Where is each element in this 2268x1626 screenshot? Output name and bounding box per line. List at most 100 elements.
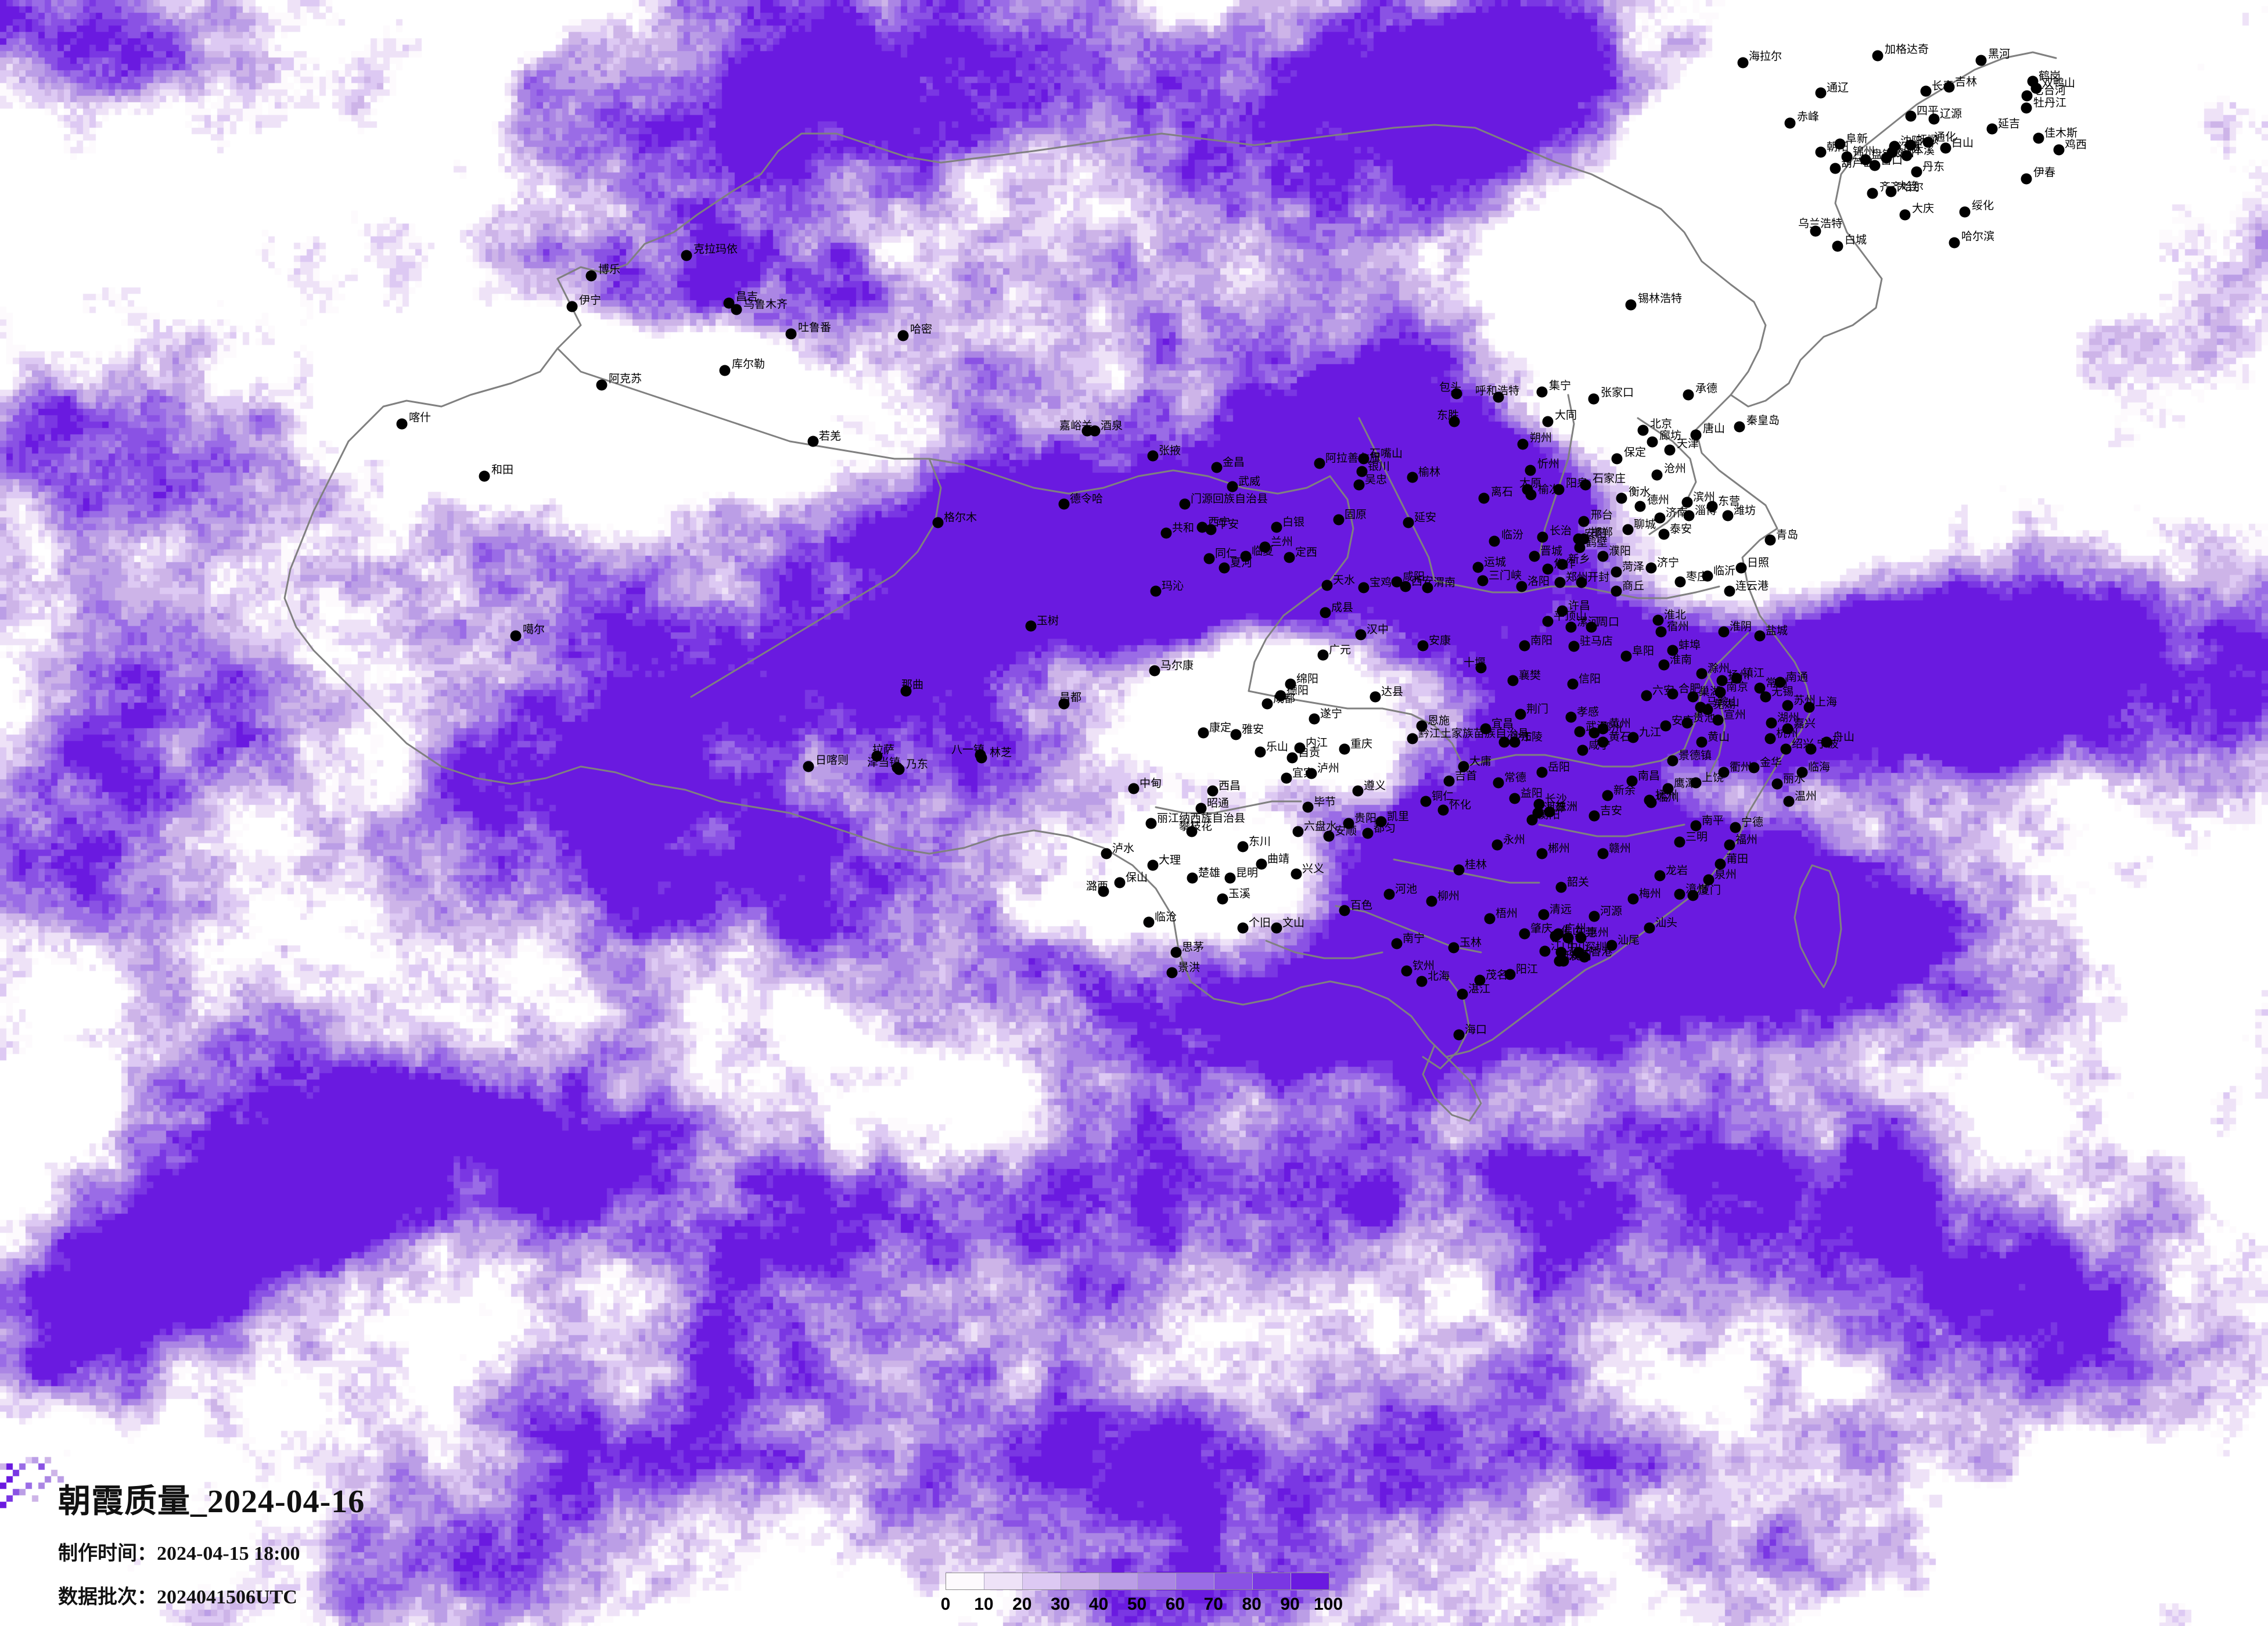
city-dot (1784, 117, 1796, 129)
city-label: 中山 (1567, 941, 1590, 954)
data-batch-value: 2024041506UTC (157, 1587, 297, 1608)
city-dot (1550, 930, 1561, 942)
city-dot (1323, 830, 1335, 842)
city-label: 丹东 (1922, 161, 1945, 173)
city-label: 朔州 (1530, 432, 1552, 444)
colorbar-tick-0: 0 (940, 1595, 951, 1614)
city-dot (1782, 700, 1793, 711)
city-dot (1611, 585, 1622, 597)
colorbar-swatch-60 (1176, 1573, 1214, 1589)
city-dot (1616, 492, 1627, 504)
city-label: 百色 (1350, 900, 1373, 912)
city-dot (1519, 640, 1530, 652)
city-dot (1498, 736, 1510, 748)
city-dot (1764, 733, 1776, 744)
city-label: 运城 (1484, 556, 1507, 569)
city-label: 泽当镇 (867, 757, 901, 769)
city-dot (1186, 826, 1198, 837)
city-label: 六安 (1652, 685, 1675, 697)
city-label: 昌都 (1059, 692, 1082, 704)
city-label: 湖州 (1777, 712, 1800, 724)
city-dot (566, 301, 578, 312)
colorbar-tick-50: 50 (1127, 1595, 1147, 1614)
city-dot (1489, 535, 1500, 547)
city-label: 昭通 (1207, 797, 1230, 810)
city-dot (1715, 686, 1726, 698)
city-dot (1803, 702, 1815, 713)
city-label: 马鞍山 (1706, 696, 1740, 708)
city-dot (1696, 736, 1708, 748)
city-dot (1706, 501, 1718, 512)
city-dot (1577, 744, 1588, 756)
city-dot (1602, 790, 1613, 801)
city-dot (1651, 469, 1663, 481)
city-label: 遂宁 (1320, 708, 1343, 720)
city-dot (1453, 1029, 1465, 1041)
city-dot (1658, 659, 1670, 671)
city-label: 承德 (1695, 383, 1718, 395)
city-dot (1579, 951, 1590, 963)
city-label: 嘉兴 (1793, 718, 1816, 730)
city-dot (1841, 151, 1853, 163)
city-label: 商丘 (1622, 580, 1645, 592)
city-dot (1734, 421, 1745, 433)
city-dot (1815, 146, 1827, 158)
city-dot (1205, 524, 1217, 535)
city-label: 滨州 (1693, 491, 1716, 503)
city-dot (1565, 621, 1577, 633)
city-label: 保定 (1624, 447, 1647, 459)
city-dot (1317, 649, 1329, 661)
city-dot (1735, 562, 1747, 574)
city-dot (1198, 727, 1209, 739)
city-label: 阜新 (1846, 133, 1868, 145)
city-label: 辽源 (1940, 108, 1963, 120)
city-dot (2033, 132, 2044, 144)
city-label: 乃东 (906, 758, 929, 771)
city-label: 桂林 (1465, 859, 1487, 871)
city-label: 海拉尔 (1749, 51, 1782, 63)
city-label: 廊坊 (1659, 430, 1682, 442)
city-label: 噶尔 (523, 624, 545, 636)
city-dot (1867, 188, 1878, 199)
city-dot (1517, 438, 1529, 450)
city-label: 榆林 (1418, 466, 1441, 479)
city-dot (1179, 498, 1191, 510)
city-dot (1625, 299, 1637, 311)
city-label: 白城 (1845, 234, 1867, 246)
city-dot (1911, 166, 1922, 178)
city-label: 濮阳 (1609, 545, 1631, 557)
city-dot (1237, 841, 1249, 852)
city-label: 益阳 (1521, 787, 1543, 800)
city-label: 金昌 (1223, 456, 1245, 469)
colorbar-swatch-0 (946, 1573, 984, 1589)
city-dot (1509, 793, 1521, 804)
data-batch-label: 数据批次： (58, 1587, 157, 1608)
city-label: 厦门 (1699, 884, 1721, 897)
city-dot (396, 418, 408, 430)
city-label: 绥化 (1972, 200, 1994, 212)
city-dot (1766, 717, 1777, 729)
city-label: 平顶山 (1554, 610, 1587, 623)
city-label: 龙岩 (1666, 865, 1688, 877)
city-label: 九江 (1639, 726, 1662, 739)
city-dot (1905, 110, 1917, 122)
city-label: 武威 (1238, 476, 1261, 488)
city-dot (1562, 932, 1574, 944)
city-label: 宝鸡 (1370, 577, 1392, 589)
city-dot (1358, 453, 1370, 465)
city-label: 南京 (1726, 681, 1749, 693)
city-label: 德令哈 (1070, 493, 1104, 505)
city-dot (1227, 481, 1238, 492)
city-dot (1681, 497, 1693, 508)
city-dot (1586, 621, 1597, 633)
city-label: 黄州 (1609, 718, 1631, 730)
city-dot (1217, 893, 1228, 905)
city-dot (1949, 237, 1960, 249)
city-label: 潍坊 (1734, 505, 1756, 517)
city-dot (1509, 736, 1521, 748)
city-dot (1754, 630, 1766, 642)
colorbar-tick-20: 20 (1012, 1595, 1032, 1614)
city-label: 江门 (1551, 940, 1573, 952)
city-dot (1343, 818, 1354, 829)
